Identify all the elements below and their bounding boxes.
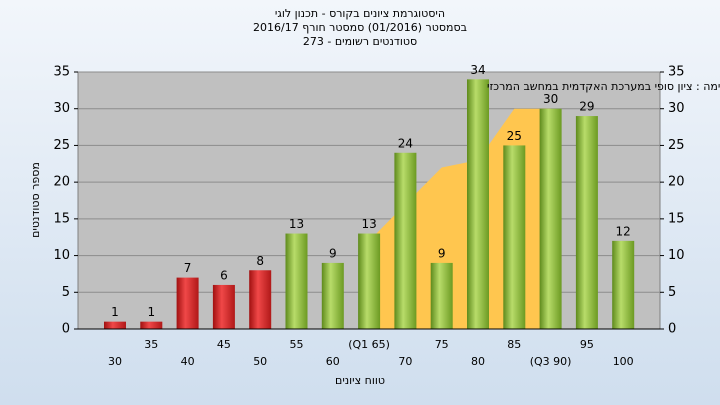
x-axis-label: טווח ציונים	[335, 374, 385, 387]
bar	[140, 321, 163, 329]
x-tick-label: 30	[108, 355, 122, 368]
bar	[212, 284, 235, 329]
y-tick-label: 20	[53, 175, 70, 190]
subtitle: בסמסטר (01/2016) סמסטר חורף 2016/17	[253, 21, 467, 34]
bar	[394, 152, 417, 329]
bar	[176, 277, 199, 329]
subtitle: סטודנטים רשומים - 273	[303, 35, 417, 48]
bar	[104, 321, 126, 329]
bar	[321, 262, 344, 329]
x-tick-label: 75	[435, 338, 449, 351]
x-tick-label: 100	[613, 355, 634, 368]
x-tick-label: 50	[253, 355, 267, 368]
y-tick-label: 35	[668, 65, 685, 80]
annotation: רשימה : ציון סופי במערכת האקדמית במחשב ה…	[487, 80, 720, 93]
bar	[503, 145, 526, 329]
y-tick-label: 25	[668, 138, 685, 153]
y-tick-label: 10	[53, 248, 70, 263]
data-label: 13	[361, 217, 376, 231]
data-label: 7	[184, 261, 192, 275]
bar	[467, 79, 489, 329]
x-tick-label: 40	[181, 355, 195, 368]
y-tick-label: 15	[668, 211, 685, 226]
x-tick-label: 80	[471, 355, 485, 368]
data-label: 24	[398, 136, 413, 150]
data-label: 25	[507, 129, 522, 143]
data-label: 34	[470, 63, 485, 77]
y-tick-label: 15	[53, 211, 70, 226]
data-label: 12	[616, 224, 631, 238]
y-axis-label: מספר סטודנטים	[29, 162, 42, 238]
data-label: 30	[543, 92, 558, 106]
x-tick-label: 45	[217, 338, 231, 351]
x-tick-label: 55	[290, 338, 304, 351]
x-tick-label: (Q1 65)	[348, 338, 390, 351]
data-label: 9	[438, 246, 446, 260]
y-tick-label: 5	[668, 285, 676, 300]
chart-title: היסטוגרמת ציונים בקורס - תכנון לוגי	[275, 7, 445, 20]
x-tick-label: 70	[398, 355, 412, 368]
data-label: 9	[329, 246, 337, 260]
y-tick-label: 25	[53, 138, 70, 153]
data-label: 29	[579, 100, 594, 114]
bar	[575, 116, 598, 329]
bar	[249, 270, 272, 329]
data-label: 1	[147, 305, 155, 319]
x-tick-label: 85	[507, 338, 521, 351]
y-tick-label: 30	[668, 101, 685, 116]
data-label: 6	[220, 268, 228, 282]
y-tick-label: 0	[62, 322, 70, 337]
x-tick-label: 95	[580, 338, 594, 351]
data-label: 1	[111, 305, 119, 319]
bar	[539, 108, 562, 329]
y-tick-label: 10	[668, 248, 685, 263]
bar	[358, 233, 381, 329]
bar	[612, 240, 635, 329]
x-tick-label: 60	[326, 355, 340, 368]
y-tick-label: 5	[62, 285, 70, 300]
bar	[430, 262, 453, 329]
y-tick-label: 20	[668, 175, 685, 190]
data-label: 8	[256, 254, 264, 268]
y-tick-label: 0	[668, 322, 676, 337]
data-label: 13	[289, 217, 304, 231]
bar	[285, 233, 308, 329]
x-tick-label: (Q3 90)	[530, 355, 572, 368]
x-tick-label: 35	[144, 338, 158, 351]
y-tick-label: 35	[53, 65, 70, 80]
y-tick-label: 30	[53, 101, 70, 116]
